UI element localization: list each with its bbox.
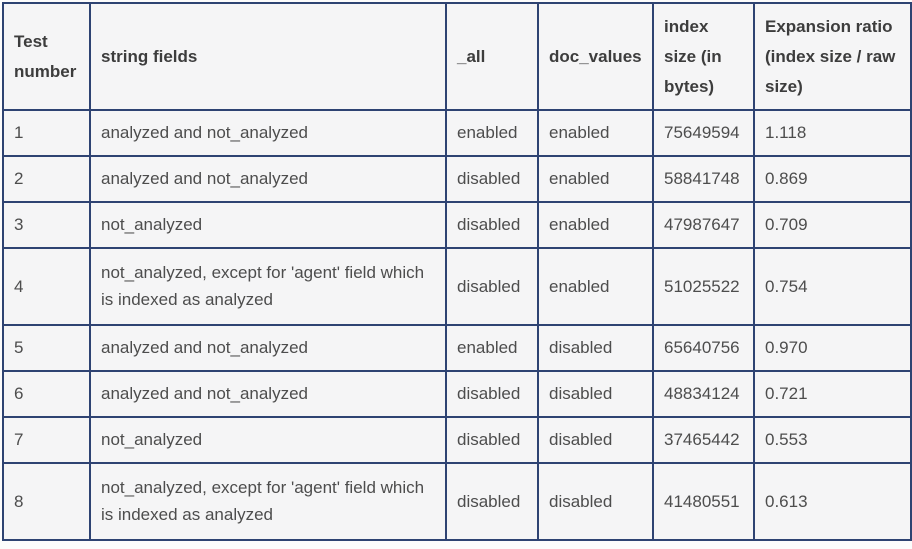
cell-doc-values: disabled xyxy=(537,370,654,419)
cell-index-size: 51025522 xyxy=(652,247,755,327)
table-row: 1 analyzed and not_analyzed enabled enab… xyxy=(2,109,912,158)
cell-all: disabled xyxy=(445,462,539,542)
cell-expansion-ratio: 0.613 xyxy=(753,462,912,542)
cell-index-size: 75649594 xyxy=(652,109,755,158)
cell-string-fields: analyzed and not_analyzed xyxy=(89,109,447,158)
cell-test-number: 7 xyxy=(2,416,91,465)
cell-test-number: 5 xyxy=(2,324,91,373)
cell-string-fields: analyzed and not_analyzed xyxy=(89,370,447,419)
cell-all: disabled xyxy=(445,247,539,327)
table-row: 3 not_analyzed disabled enabled 47987647… xyxy=(2,201,912,250)
cell-expansion-ratio: 1.118 xyxy=(753,109,912,158)
cell-index-size: 65640756 xyxy=(652,324,755,373)
cell-expansion-ratio: 0.754 xyxy=(753,247,912,327)
cell-expansion-ratio: 0.553 xyxy=(753,416,912,465)
cell-string-fields: analyzed and not_analyzed xyxy=(89,324,447,373)
cell-expansion-ratio: 0.721 xyxy=(753,370,912,419)
header-cell-string-fields: string fields xyxy=(89,1,447,112)
table-row: 6 analyzed and not_analyzed disabled dis… xyxy=(2,370,912,419)
cell-all: disabled xyxy=(445,370,539,419)
cell-all: disabled xyxy=(445,155,539,204)
table-row: 4 not_analyzed, except for 'agent' field… xyxy=(2,247,912,327)
cell-string-fields: not_analyzed xyxy=(89,416,447,465)
cell-all: disabled xyxy=(445,201,539,250)
table-row: 7 not_analyzed disabled disabled 3746544… xyxy=(2,416,912,465)
header-cell-doc-values: doc_values xyxy=(537,1,654,112)
cell-doc-values: disabled xyxy=(537,324,654,373)
cell-doc-values: disabled xyxy=(537,462,654,542)
table-row: 5 analyzed and not_analyzed enabled disa… xyxy=(2,324,912,373)
cell-expansion-ratio: 0.970 xyxy=(753,324,912,373)
header-cell-index-size: index size (in bytes) xyxy=(652,1,755,112)
header-cell-all: _all xyxy=(445,1,539,112)
cell-test-number: 4 xyxy=(2,247,91,327)
cell-test-number: 6 xyxy=(2,370,91,419)
cell-expansion-ratio: 0.709 xyxy=(753,201,912,250)
table-row: 2 analyzed and not_analyzed disabled ena… xyxy=(2,155,912,204)
header-cell-expansion-ratio: Expansion ratio (index size / raw size) xyxy=(753,1,912,112)
cell-test-number: 1 xyxy=(2,109,91,158)
cell-index-size: 47987647 xyxy=(652,201,755,250)
cell-test-number: 8 xyxy=(2,462,91,542)
cell-doc-values: enabled xyxy=(537,201,654,250)
cell-string-fields: not_analyzed, except for 'agent' field w… xyxy=(89,247,447,327)
cell-string-fields: not_analyzed xyxy=(89,201,447,250)
header-cell-test-number: Test number xyxy=(2,1,91,112)
cell-string-fields: analyzed and not_analyzed xyxy=(89,155,447,204)
cell-all: disabled xyxy=(445,416,539,465)
cell-string-fields: not_analyzed, except for 'agent' field w… xyxy=(89,462,447,542)
cell-index-size: 41480551 xyxy=(652,462,755,542)
cell-all: enabled xyxy=(445,324,539,373)
cell-doc-values: enabled xyxy=(537,247,654,327)
cell-expansion-ratio: 0.869 xyxy=(753,155,912,204)
cell-index-size: 37465442 xyxy=(652,416,755,465)
cell-test-number: 3 xyxy=(2,201,91,250)
cell-doc-values: enabled xyxy=(537,155,654,204)
cell-doc-values: disabled xyxy=(537,416,654,465)
table-row: 8 not_analyzed, except for 'agent' field… xyxy=(2,462,912,542)
cell-index-size: 48834124 xyxy=(652,370,755,419)
cell-all: enabled xyxy=(445,109,539,158)
cell-doc-values: enabled xyxy=(537,109,654,158)
cell-test-number: 2 xyxy=(2,155,91,204)
cell-index-size: 58841748 xyxy=(652,155,755,204)
header-row: Test number string fields _all doc_value… xyxy=(2,1,912,112)
